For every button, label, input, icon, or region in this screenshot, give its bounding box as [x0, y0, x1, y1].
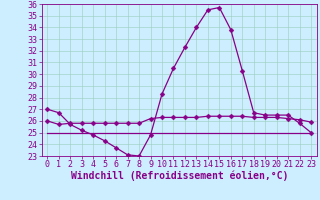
X-axis label: Windchill (Refroidissement éolien,°C): Windchill (Refroidissement éolien,°C) — [70, 171, 288, 181]
